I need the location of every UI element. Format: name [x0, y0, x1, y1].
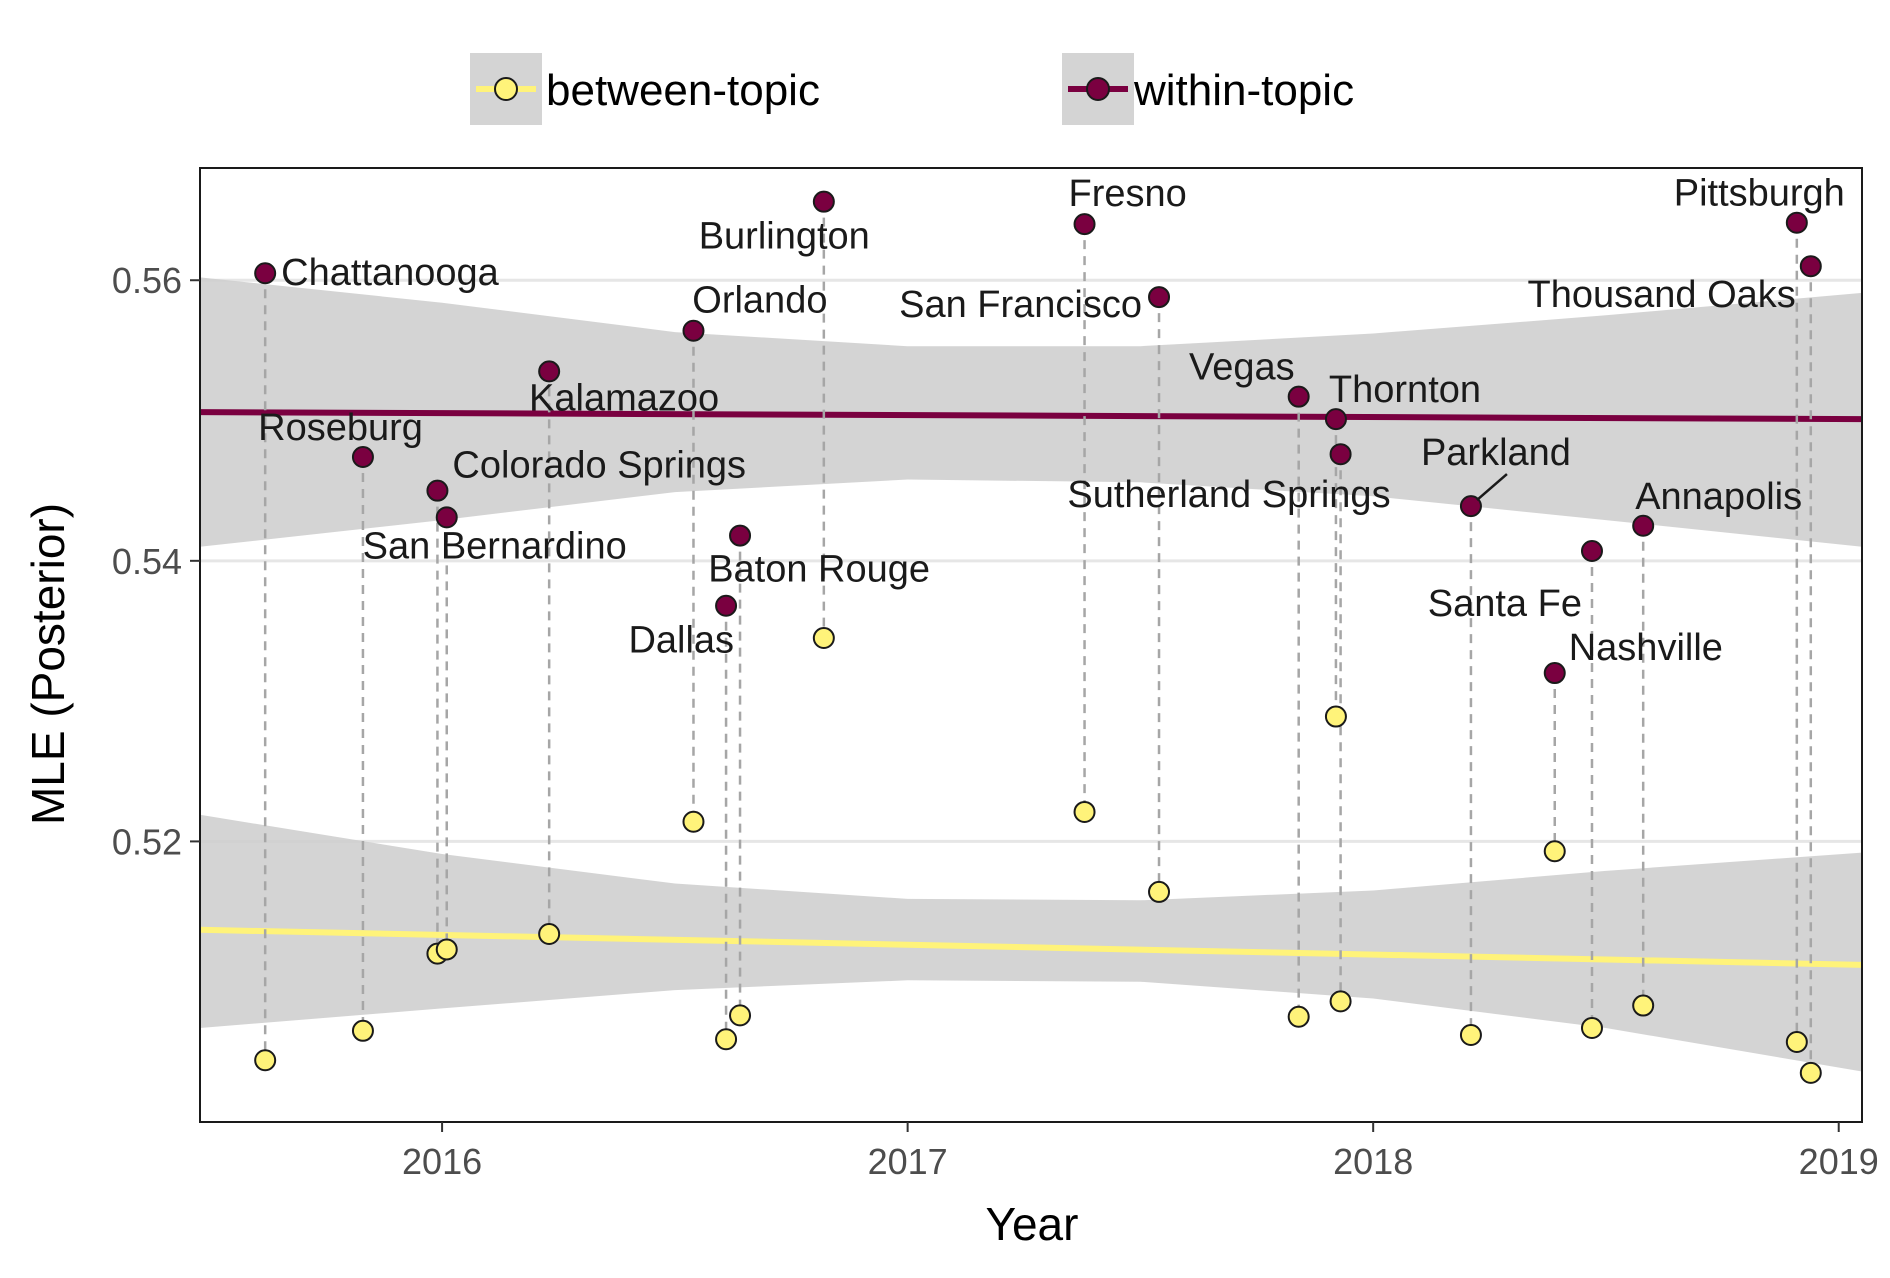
point-within-vegas	[1287, 385, 1310, 408]
plot-area: Chattanooga Roseburg Colorado Springs San B…	[112, 167, 1879, 1182]
point-within-baton-rouge	[729, 524, 752, 547]
point-within-san-francisco	[1148, 286, 1171, 309]
point-within-kalamazoo	[538, 360, 561, 383]
x-axis-title: Year	[986, 1198, 1079, 1250]
point-between-roseburg	[351, 1019, 374, 1042]
point-between-santa-fe	[1580, 1017, 1603, 1040]
label-leader-parkland	[1476, 473, 1508, 502]
point-between-chattanooga	[254, 1049, 277, 1072]
trend-line-within-topic	[200, 409, 1862, 423]
point-label-thousand-oaks: Thousand Oaks	[1528, 274, 1796, 316]
legend-label-between: between-topic	[546, 66, 820, 115]
confidence-band-within-topic	[200, 277, 1862, 547]
point-between-kalamazoo	[538, 923, 561, 946]
point-between-san-francisco	[1148, 880, 1171, 903]
y-tick-label: 0.56	[112, 260, 182, 301]
point-within-colorado-springs	[426, 479, 449, 502]
point-label-sutherland-springs: Sutherland Springs	[1067, 474, 1390, 516]
point-label-nashville: Nashville	[1569, 627, 1723, 669]
point-label-annapolis: Annapolis	[1635, 476, 1802, 518]
point-between-burlington	[812, 626, 835, 649]
plot-clipped	[200, 201, 1862, 1073]
point-within-santa-fe	[1580, 540, 1603, 563]
point-within-dallas	[715, 594, 738, 617]
point-label-thornton: Thornton	[1329, 369, 1481, 411]
point-label-orlando: Orlando	[692, 280, 827, 322]
point-within-orlando	[682, 319, 705, 342]
y-tick-label: 0.52	[112, 821, 182, 862]
point-between-baton-rouge	[729, 1004, 752, 1027]
point-within-fresno	[1073, 213, 1096, 236]
point-label-baton-rouge: Baton Rouge	[708, 549, 930, 591]
point-label-roseburg: Roseburg	[258, 407, 423, 449]
point-between-vegas	[1287, 1005, 1310, 1028]
point-within-sutherland-springs	[1329, 443, 1352, 466]
legend-label-within: within-topic	[1133, 66, 1354, 115]
point-within-nashville	[1543, 662, 1566, 685]
point-between-orlando	[682, 810, 705, 833]
x-tick-label: 2018	[1333, 1141, 1413, 1182]
point-between-pittsburgh	[1785, 1031, 1808, 1054]
point-between-thornton	[1324, 705, 1347, 728]
point-between-annapolis	[1632, 994, 1655, 1017]
point-within-parkland	[1459, 495, 1482, 518]
point-within-annapolis	[1632, 514, 1655, 537]
point-within-chattanooga	[254, 262, 277, 285]
point-within-thornton	[1324, 408, 1347, 431]
point-between-parkland	[1459, 1024, 1482, 1047]
point-within-roseburg	[351, 446, 374, 469]
y-tick-label: 0.54	[112, 541, 182, 582]
point-between-dallas	[715, 1028, 738, 1051]
point-label-parkland: Parkland	[1421, 432, 1571, 474]
point-label-santa-fe: Santa Fe	[1428, 583, 1582, 625]
x-tick-label: 2019	[1799, 1141, 1879, 1182]
legend: between-topic within-topic	[470, 53, 1354, 125]
point-between-fresno	[1073, 800, 1096, 823]
point-label-burlington: Burlington	[699, 216, 870, 258]
point-label-san-bernardino: San Bernardino	[363, 525, 627, 567]
x-tick-label: 2017	[868, 1141, 948, 1182]
point-within-san-bernardino	[435, 506, 458, 529]
point-within-pittsburgh	[1785, 211, 1808, 234]
point-between-sutherland-springs	[1329, 990, 1352, 1013]
y-axis-title: MLE (Posterior)	[22, 503, 74, 825]
legend-key-between-marker	[494, 77, 518, 101]
point-label-dallas: Dallas	[628, 620, 734, 662]
point-label-san-francisco: San Francisco	[899, 284, 1142, 326]
point-label-chattanooga: Chattanooga	[281, 252, 499, 294]
trend-line-between-topic	[200, 926, 1862, 968]
point-between-nashville	[1543, 840, 1566, 863]
point-label-kalamazoo: Kalamazoo	[529, 377, 719, 419]
legend-key-within-marker	[1086, 77, 1110, 101]
plot-border	[199, 167, 1863, 1123]
x-tick-label: 2016	[402, 1141, 482, 1182]
point-between-thousand-oaks	[1799, 1061, 1822, 1084]
point-between-san-bernardino	[435, 938, 458, 961]
point-label-pittsburgh: Pittsburgh	[1674, 173, 1845, 215]
point-label-colorado-springs: Colorado Springs	[452, 445, 746, 487]
point-within-thousand-oaks	[1799, 255, 1822, 278]
point-label-fresno: Fresno	[1069, 173, 1187, 215]
confidence-band-between-topic	[200, 814, 1862, 1072]
point-label-vegas: Vegas	[1189, 347, 1295, 389]
point-within-burlington	[812, 190, 835, 213]
